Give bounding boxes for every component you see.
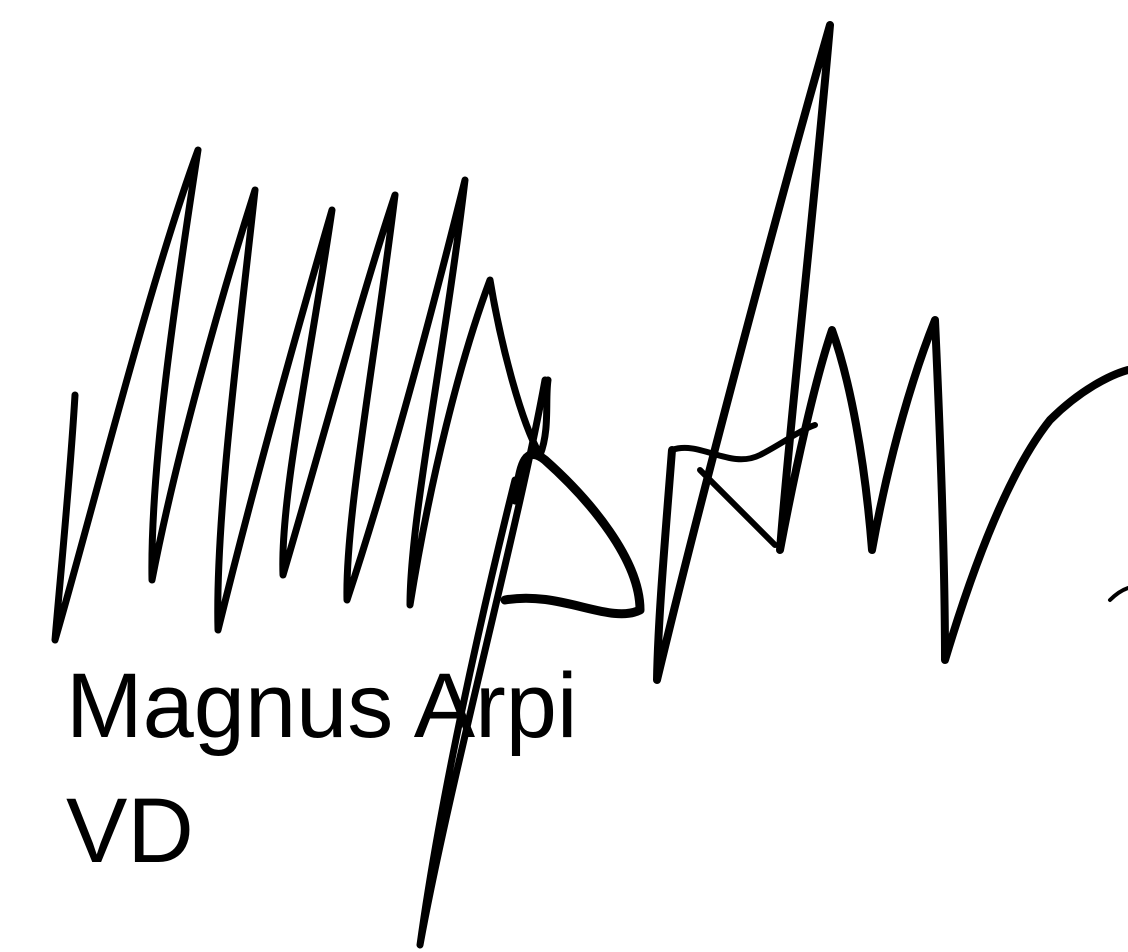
signature-stroke	[1110, 588, 1128, 600]
page: Magnus Arpi VD (() => { const data = JSO…	[0, 0, 1128, 952]
signature-drawing	[0, 0, 1128, 952]
signature-stroke	[55, 150, 548, 640]
signature-stroke	[657, 25, 1128, 680]
signature-strokes	[55, 25, 1128, 945]
